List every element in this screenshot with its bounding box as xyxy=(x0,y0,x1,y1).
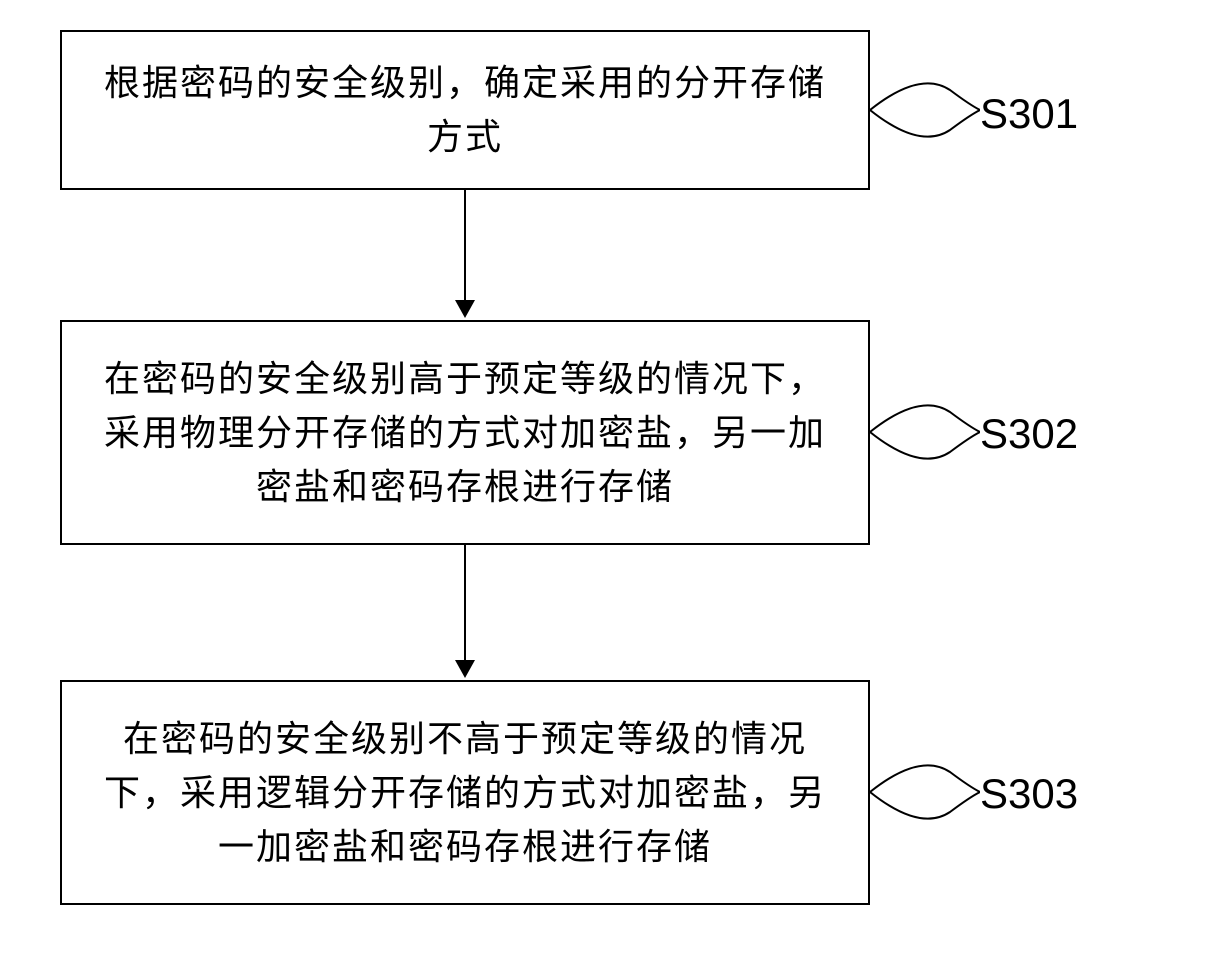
flow-step-3-text: 在密码的安全级别不高于预定等级的情况下，采用逻辑分开存储的方式对加密盐，另一加密… xyxy=(92,712,838,874)
flow-step-2: 在密码的安全级别高于预定等级的情况下，采用物理分开存储的方式对加密盐，另一加密盐… xyxy=(60,320,870,545)
connector-1 xyxy=(870,70,980,150)
flow-step-1-text: 根据密码的安全级别，确定采用的分开存储方式 xyxy=(92,56,838,164)
flow-step-1: 根据密码的安全级别，确定采用的分开存储方式 xyxy=(60,30,870,190)
arrow-1 xyxy=(464,190,484,320)
step-label-1: S301 xyxy=(980,90,1078,138)
step-label-2: S302 xyxy=(980,410,1078,458)
connector-3 xyxy=(870,752,980,832)
step-label-3: S303 xyxy=(980,770,1078,818)
arrow-2 xyxy=(464,545,484,680)
flow-step-3: 在密码的安全级别不高于预定等级的情况下，采用逻辑分开存储的方式对加密盐，另一加密… xyxy=(60,680,870,905)
flow-step-2-text: 在密码的安全级别高于预定等级的情况下，采用物理分开存储的方式对加密盐，另一加密盐… xyxy=(92,352,838,514)
connector-2 xyxy=(870,392,980,472)
